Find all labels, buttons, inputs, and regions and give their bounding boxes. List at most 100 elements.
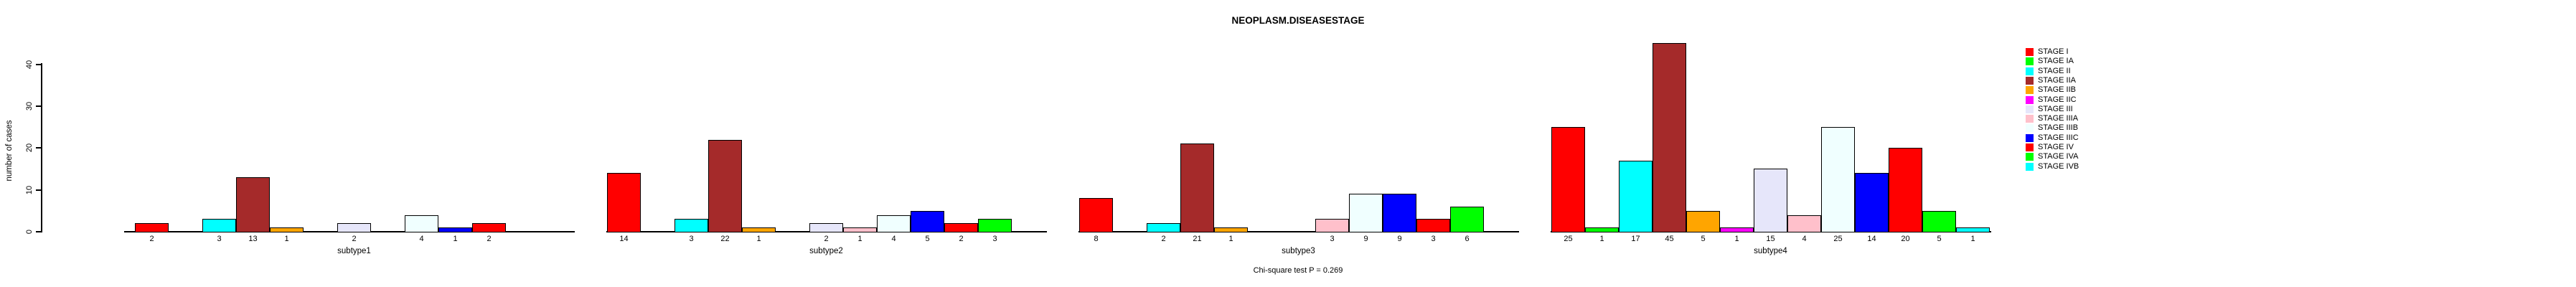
bar-value-label: 25 <box>1564 235 1573 243</box>
y-axis <box>41 63 42 232</box>
bar-subtype4-stage-ivb <box>1956 227 1990 232</box>
y-tick <box>36 63 42 65</box>
bar-subtype1-stage-ii <box>202 219 236 232</box>
bar-value-label: 1 <box>1599 235 1604 243</box>
legend-label: STAGE IIA <box>2038 75 2076 85</box>
legend-swatch-stage-iiib <box>2026 124 2034 133</box>
bar-value-label: 25 <box>1833 235 1843 243</box>
bar-subtype4-stage-iic <box>1720 227 1754 232</box>
bar-subtype1-stage-iiib <box>405 215 438 232</box>
bar-subtype2-stage-iia <box>708 139 742 232</box>
bar-value-label: 3 <box>689 235 694 243</box>
bar-value-label: 9 <box>1397 235 1402 243</box>
bar-subtype2-stage-iiia <box>843 227 877 232</box>
bar-value-label: 13 <box>248 235 258 243</box>
bar-subtype2-stage-iv <box>944 223 978 232</box>
legend-label: STAGE IIIB <box>2038 123 2079 133</box>
bar-subtype2-stage-ii <box>674 219 708 232</box>
legend-label: STAGE IVB <box>2038 161 2079 171</box>
bar-subtype2-stage-iiic <box>911 210 944 232</box>
bar-subtype3-stage-i <box>1079 198 1113 232</box>
y-tick-label: 10 <box>25 185 34 194</box>
legend-label: STAGE IA <box>2038 57 2074 66</box>
bar-subtype4-stage-iia <box>1653 43 1686 232</box>
bar-value-label: 8 <box>1094 235 1099 243</box>
bar-value-label: 4 <box>891 235 896 243</box>
bar-subtype1-stage-iia <box>236 177 270 232</box>
legend-swatch-stage-iic <box>2026 95 2034 104</box>
bar-value-label: 1 <box>857 235 862 243</box>
bar-value-label: 14 <box>619 235 629 243</box>
bar-subtype2-stage-iib <box>742 227 776 232</box>
legend-label: STAGE IIC <box>2038 95 2077 104</box>
bar-subtype4-stage-iva <box>1922 210 1956 232</box>
bar-subtype4-stage-iv <box>1889 148 1922 232</box>
legend-label: STAGE IIIA <box>2038 114 2079 123</box>
bar-value-label: 2 <box>149 235 154 243</box>
legend-swatch-stage-iiia <box>2026 115 2034 123</box>
legend-swatch-stage-iib <box>2026 86 2034 95</box>
y-tick-label: 0 <box>25 229 34 235</box>
bar-subtype3-stage-iva <box>1450 206 1484 232</box>
bar-value-label: 1 <box>1734 235 1739 243</box>
chi-square-annotation: Chi-square test P = 0.269 <box>1253 266 1343 275</box>
chart-title: NEOPLASM.DISEASESTAGE <box>1231 15 1365 26</box>
bar-subtype2-stage-i <box>607 173 641 232</box>
bar-subtype1-stage-iiic <box>438 227 472 232</box>
legend-label: STAGE IV <box>2038 143 2074 151</box>
bar-value-label: 4 <box>419 235 424 243</box>
bar-subtype1-stage-iii <box>337 223 371 232</box>
bar-subtype1-stage-iv <box>472 223 506 232</box>
legend-label: STAGE IVA <box>2038 152 2079 161</box>
legend-swatch-stage-ii <box>2026 67 2034 75</box>
y-axis-label: number of cases <box>5 120 14 182</box>
bar-value-label: 2 <box>824 235 829 243</box>
group-label-subtype4: subtype4 <box>1754 247 1787 255</box>
legend-label: STAGE IIB <box>2038 85 2076 95</box>
legend: STAGE I STAGE IA STAGE II STAGE IIA STAGE II… <box>2026 47 2140 177</box>
legend-label: STAGE III <box>2038 104 2073 113</box>
bar-subtype3-stage-iiia <box>1315 219 1349 232</box>
y-tick-label: 40 <box>25 60 34 69</box>
bar-value-label: 1 <box>1228 235 1233 243</box>
y-tick <box>36 231 42 232</box>
bar-value-label: 3 <box>992 235 997 243</box>
legend-label: STAGE I <box>2038 47 2069 56</box>
legend-swatch-stage-ivb <box>2026 162 2034 171</box>
y-tick <box>36 105 42 107</box>
bar-subtype3-stage-iiib <box>1349 194 1383 232</box>
bar-subtype4-stage-iii <box>1754 169 1787 232</box>
bar-subtype3-stage-iv <box>1416 219 1450 232</box>
bar-subtype4-stage-iiib <box>1821 127 1855 232</box>
bar-value-label: 3 <box>217 235 222 243</box>
bar-subtype4-stage-i <box>1551 127 1585 232</box>
bar-subtype1-stage-i <box>135 223 169 232</box>
bar-value-label: 20 <box>1901 235 1910 243</box>
bar-value-label: 2 <box>959 235 964 243</box>
y-tick-label: 20 <box>25 144 34 153</box>
legend-swatch-stage-iia <box>2026 76 2034 85</box>
bar-value-label: 1 <box>756 235 761 243</box>
legend-label: STAGE IIIC <box>2038 133 2079 142</box>
bar-value-label: 17 <box>1631 235 1640 243</box>
bar-value-label: 1 <box>453 235 458 243</box>
bar-value-label: 2 <box>352 235 357 243</box>
group-label-subtype2: subtype2 <box>809 247 843 255</box>
legend-swatch-stage-iiic <box>2026 133 2034 142</box>
bar-value-label: 2 <box>486 235 492 243</box>
bar-value-label: 3 <box>1431 235 1436 243</box>
bar-subtype3-stage-iib <box>1214 227 1248 232</box>
bar-value-label: 4 <box>1802 235 1807 243</box>
bar-value-label: 5 <box>925 235 930 243</box>
bar-value-label: 45 <box>1665 235 1674 243</box>
bar-value-label: 5 <box>1701 235 1706 243</box>
legend-swatch-stage-i <box>2026 48 2034 56</box>
legend-swatch-stage-iii <box>2026 105 2034 113</box>
bar-subtype4-stage-iiic <box>1855 173 1889 232</box>
y-tick-label: 30 <box>25 101 34 111</box>
bar-value-label: 9 <box>1363 235 1368 243</box>
bar-subtype3-stage-iia <box>1180 144 1214 232</box>
bar-subtype1-stage-iib <box>270 227 304 232</box>
bar-value-label: 22 <box>720 235 730 243</box>
